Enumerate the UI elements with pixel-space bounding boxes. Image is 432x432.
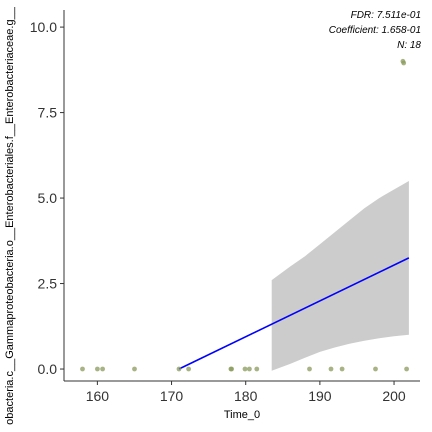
data-point — [400, 58, 406, 64]
regression-line-layer — [178, 257, 410, 370]
ticks-layer: 160 170 180 190 200 0.0 2.5 5.0 7.5 10.0 — [30, 19, 406, 404]
data-point — [373, 366, 378, 372]
y-tick-label: 7.5 — [38, 105, 58, 121]
x-tick-label: 180 — [234, 388, 258, 404]
data-point — [176, 366, 182, 372]
annotation-n: N: 18 — [397, 40, 421, 51]
data-point — [339, 366, 345, 372]
axes-layer — [63, 10, 420, 382]
y-tick-label: 5.0 — [38, 190, 58, 206]
x-tick-label: 170 — [160, 388, 184, 404]
regression-line — [178, 257, 410, 370]
data-point — [404, 366, 409, 372]
data-point — [254, 366, 260, 372]
data-point — [229, 366, 235, 372]
y-axis-title: obacteria.c__Gammaproteobacteria.o__Ente… — [4, 6, 16, 425]
annotation-fdr: FDR: 7.511e-01 — [351, 10, 421, 21]
data-point — [186, 366, 192, 372]
data-point — [100, 366, 105, 372]
data-point — [307, 366, 312, 372]
y-tick-label: 10.0 — [30, 19, 57, 35]
y-tick-label: 2.5 — [38, 276, 58, 292]
data-point — [328, 366, 334, 372]
data-point — [132, 366, 137, 372]
x-tick-label: 200 — [382, 388, 406, 404]
data-point — [242, 366, 248, 372]
data-point — [247, 366, 252, 372]
confidence-band-layer — [271, 181, 409, 371]
y-tick-label: 0.0 — [38, 361, 58, 377]
x-axis-title: Time_0 — [224, 409, 260, 421]
points-layer — [80, 58, 409, 372]
x-tick-label: 190 — [308, 388, 332, 404]
x-tick-label: 160 — [86, 388, 110, 404]
annotation-coefficient: Coefficient: 1.658-01 — [329, 25, 421, 36]
confidence-band — [271, 181, 409, 371]
data-point — [95, 366, 100, 372]
data-point — [80, 366, 85, 372]
